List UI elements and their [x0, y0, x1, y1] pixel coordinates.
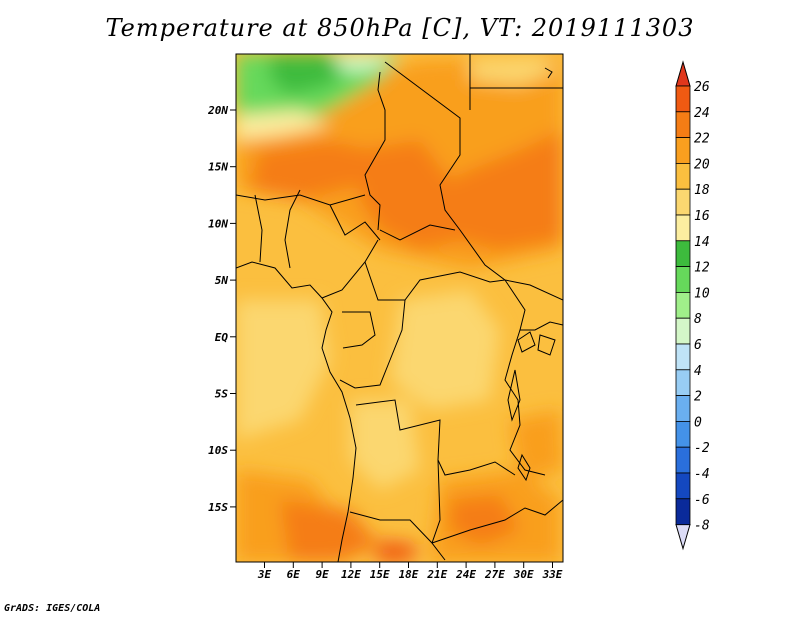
colorbar-label: 10	[694, 286, 710, 301]
lat-label: 10S	[208, 444, 228, 457]
colorbar-swatch	[675, 214, 691, 242]
colorbar-label: 22	[694, 132, 710, 147]
colorbar-label: 26	[694, 80, 710, 95]
map-frame	[235, 53, 564, 563]
colorbar-label: 20	[694, 157, 710, 172]
lat-label: 15N	[208, 161, 228, 174]
lat-label: 5S	[215, 388, 229, 401]
colorbar-bottom-arrow	[675, 524, 691, 551]
lon-label: 15E	[370, 568, 390, 581]
colorbar-swatch	[675, 317, 691, 345]
colorbar-swatch	[675, 85, 691, 113]
colorbar-swatch	[675, 240, 691, 268]
lon-label: 6E	[287, 568, 301, 581]
colorbar-swatch	[675, 111, 691, 139]
lon-label: 27E	[484, 568, 505, 581]
lon-label: 18E	[399, 568, 419, 581]
lon-label: 9E	[315, 568, 329, 581]
colorbar-swatch	[675, 188, 691, 216]
map-title: Temperature at 850hPa [C], VT: 201911130…	[105, 14, 695, 42]
colorbar-label: 24	[694, 106, 710, 121]
colorbar-swatch	[675, 343, 691, 371]
grads-credit: GrADS: IGES/COLA	[4, 603, 101, 614]
colorbar-label: 6	[694, 338, 702, 353]
colorbar-top-arrow	[675, 60, 691, 87]
colorbar-label: 8	[694, 312, 702, 327]
colorbar-swatch	[675, 266, 691, 293]
colorbar-label: -4	[694, 467, 710, 482]
colorbar-label: 12	[694, 261, 710, 276]
lon-label: 3E	[257, 568, 272, 581]
colorbar-swatch	[675, 446, 691, 474]
longitude-axis: 3E 6E 9E 12E 15E 18E 21E 24E 27E 30E 33E	[257, 562, 563, 581]
colorbar-label: -8	[694, 519, 710, 534]
lat-label: 10N	[208, 217, 228, 230]
lat-label: 5N	[215, 274, 229, 287]
colorbar-label: 16	[694, 209, 710, 224]
lon-label: 30E	[513, 568, 534, 581]
colorbar-label: 4	[694, 364, 702, 379]
colorbar-swatch	[675, 420, 691, 448]
lon-label: 33E	[542, 568, 563, 581]
colorbar-swatch	[675, 137, 691, 164]
colorbar-swatch	[675, 162, 691, 190]
colorbar-label: -2	[694, 441, 710, 456]
colorbar-swatch	[675, 369, 691, 396]
country-borders	[236, 54, 563, 562]
latitude-axis: 20N 15N 10N 5N EQ 5S 10S 15S	[207, 104, 236, 514]
colorbar-swatch	[675, 472, 691, 500]
lon-label: 24E	[455, 568, 476, 581]
colorbar-swatch	[675, 498, 691, 525]
lat-label: 20N	[207, 104, 228, 117]
colorbar-label: 2	[694, 390, 702, 405]
colorbar-label: -6	[694, 493, 710, 508]
lat-label: 15S	[208, 501, 228, 514]
lon-label: 12E	[341, 568, 361, 581]
colorbar-swatch	[675, 291, 691, 319]
temperature-field	[236, 54, 563, 562]
colorbar-label: 0	[694, 415, 702, 430]
lon-label: 21E	[426, 568, 447, 581]
colorbar-label: 18	[694, 183, 710, 198]
colorbar-label: 14	[694, 235, 710, 250]
lat-label: EQ	[215, 331, 229, 344]
colorbar-swatch	[675, 395, 691, 422]
